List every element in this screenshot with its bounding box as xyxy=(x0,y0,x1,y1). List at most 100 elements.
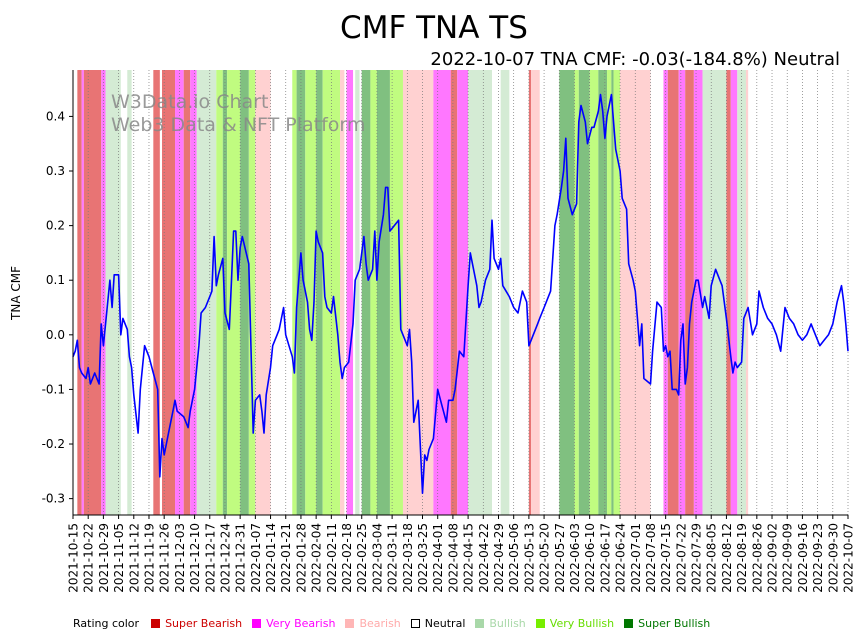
legend-items: Super Bearish Very Bearish Bearish Neutral B… xyxy=(151,617,720,630)
legend-item-bullish: Bullish xyxy=(475,617,526,630)
watermark: W3Data.io Chart Web3 Data & NFT Platform xyxy=(111,91,365,136)
x-tick-label: 2022-04-08 xyxy=(446,523,460,593)
x-tick-label: 2022-01-07 xyxy=(249,523,263,593)
legend-swatch xyxy=(624,619,634,628)
x-tick-label: 2022-09-09 xyxy=(781,523,795,593)
legend-label: Super Bearish xyxy=(165,617,243,630)
x-tick-label: 2022-01-14 xyxy=(264,523,278,593)
x-tick-label: 2022-09-30 xyxy=(826,523,840,593)
band-super-bearish xyxy=(77,70,82,515)
x-tick-label: 2022-08-05 xyxy=(705,523,719,593)
x-tick-label: 2021-10-29 xyxy=(97,523,111,593)
watermark-line-1: W3Data.io Chart xyxy=(111,91,268,113)
band-bearish xyxy=(255,70,271,515)
band-bullish xyxy=(468,70,492,515)
y-tick-label: 0.0 xyxy=(46,328,65,342)
legend-item-super-bearish: Super Bearish xyxy=(151,617,242,630)
watermark-line-2: Web3 Data & NFT Platform xyxy=(111,114,365,136)
x-tick-label: 2022-09-16 xyxy=(796,523,810,593)
band-very-bearish xyxy=(81,70,84,515)
x-tick-label: 2022-04-29 xyxy=(492,523,506,593)
x-tick-label: 2022-05-13 xyxy=(522,523,536,593)
x-tick-label: 2022-07-01 xyxy=(629,523,643,593)
band-super-bearish xyxy=(450,70,458,515)
band-super-bullish xyxy=(316,70,323,515)
band-super-bullish xyxy=(611,70,614,515)
x-tick-label: 2022-04-22 xyxy=(477,523,491,593)
band-very-bearish xyxy=(190,70,197,515)
x-tick-label: 2022-08-19 xyxy=(735,523,749,593)
x-tick-label: 2022-06-17 xyxy=(598,523,612,593)
x-tick-label: 2022-09-02 xyxy=(766,523,780,593)
legend-label: Neutral xyxy=(424,617,466,630)
band-bullish xyxy=(127,70,132,515)
y-tick-label: 0.4 xyxy=(46,109,65,123)
x-tick-label: 2021-11-05 xyxy=(112,523,126,593)
x-axis-ticks: 2021-10-15 2021-10-22 2021-10-29 2021-11-05… xyxy=(67,515,856,593)
band-super-bearish xyxy=(162,70,176,515)
x-tick-label: 2022-07-29 xyxy=(690,523,704,593)
band-super-bullish xyxy=(376,70,390,515)
vertical-grid xyxy=(72,70,849,515)
x-tick-label: 2022-08-26 xyxy=(750,523,764,593)
y-tick-label: 0.1 xyxy=(46,273,65,287)
x-tick-label: 2022-02-11 xyxy=(325,523,339,593)
x-tick-label: 2022-02-18 xyxy=(340,523,354,593)
x-tick-label: 2022-03-11 xyxy=(386,523,400,593)
band-bearish xyxy=(531,70,540,515)
band-very-bullish xyxy=(248,70,256,515)
legend-label: Super Bullish xyxy=(638,617,711,630)
band-very-bullish xyxy=(389,70,403,515)
x-tick-label: 2021-11-19 xyxy=(142,523,156,593)
band-super-bullish xyxy=(559,70,575,515)
x-tick-label: 2021-10-15 xyxy=(67,523,81,593)
y-tick-label: 0.3 xyxy=(46,164,65,178)
rating-legend: Rating color Super Bearish Very Bearish Be… xyxy=(73,617,720,630)
x-tick-label: 2022-06-10 xyxy=(583,523,597,593)
legend-label: Very Bullish xyxy=(549,617,615,630)
series-line xyxy=(72,93,849,495)
x-tick-label: 2022-07-22 xyxy=(674,523,688,593)
x-tick-label: 2021-11-12 xyxy=(127,523,141,593)
band-very-bullish xyxy=(305,70,317,515)
legend-item-very-bearish: Very Bearish xyxy=(252,617,335,630)
x-tick-label: 2021-12-24 xyxy=(218,523,232,593)
band-very-bearish xyxy=(457,70,469,515)
band-super-bearish xyxy=(83,70,102,515)
band-bearish xyxy=(340,70,345,515)
legend-swatch xyxy=(151,619,161,628)
y-axis-label: TNA CMF xyxy=(9,266,23,321)
legend-label: Bullish xyxy=(489,617,526,630)
cmf-series xyxy=(72,93,849,495)
y-tick-label: -0.3 xyxy=(42,492,65,506)
axes xyxy=(72,70,848,516)
x-tick-label: 2021-12-31 xyxy=(234,523,248,593)
legend-label: Very Bearish xyxy=(266,617,336,630)
band-super-bearish xyxy=(667,70,679,515)
legend-swatch xyxy=(345,619,355,628)
band-bearish xyxy=(402,70,434,515)
band-very-bullish xyxy=(292,70,297,515)
x-tick-label: 2022-06-24 xyxy=(614,523,628,593)
legend-item-very-bullish: Very Bullish xyxy=(535,617,615,630)
x-tick-label: 2022-04-01 xyxy=(431,523,445,593)
x-tick-label: 2022-09-23 xyxy=(811,523,825,593)
x-tick-label: 2022-05-27 xyxy=(553,523,567,593)
x-tick-label: 2022-04-15 xyxy=(462,523,476,593)
y-tick-label: -0.1 xyxy=(42,382,65,396)
band-very-bullish xyxy=(370,70,377,515)
legend-item-neutral: Neutral xyxy=(410,617,466,630)
x-tick-label: 2022-10-07 xyxy=(842,523,856,593)
band-super-bullish xyxy=(578,70,590,515)
band-very-bearish xyxy=(730,70,738,515)
x-tick-label: 2021-12-10 xyxy=(188,523,202,593)
x-tick-label: 2022-07-08 xyxy=(644,523,658,593)
legend-label: Bearish xyxy=(359,617,401,630)
legend-swatch xyxy=(535,619,545,628)
y-tick-label: -0.2 xyxy=(42,437,65,451)
band-very-bearish xyxy=(678,70,686,515)
legend-swatch xyxy=(410,619,420,628)
x-tick-label: 2022-08-12 xyxy=(720,523,734,593)
band-super-bearish xyxy=(528,70,532,515)
legend-item-bearish: Bearish xyxy=(345,617,401,630)
